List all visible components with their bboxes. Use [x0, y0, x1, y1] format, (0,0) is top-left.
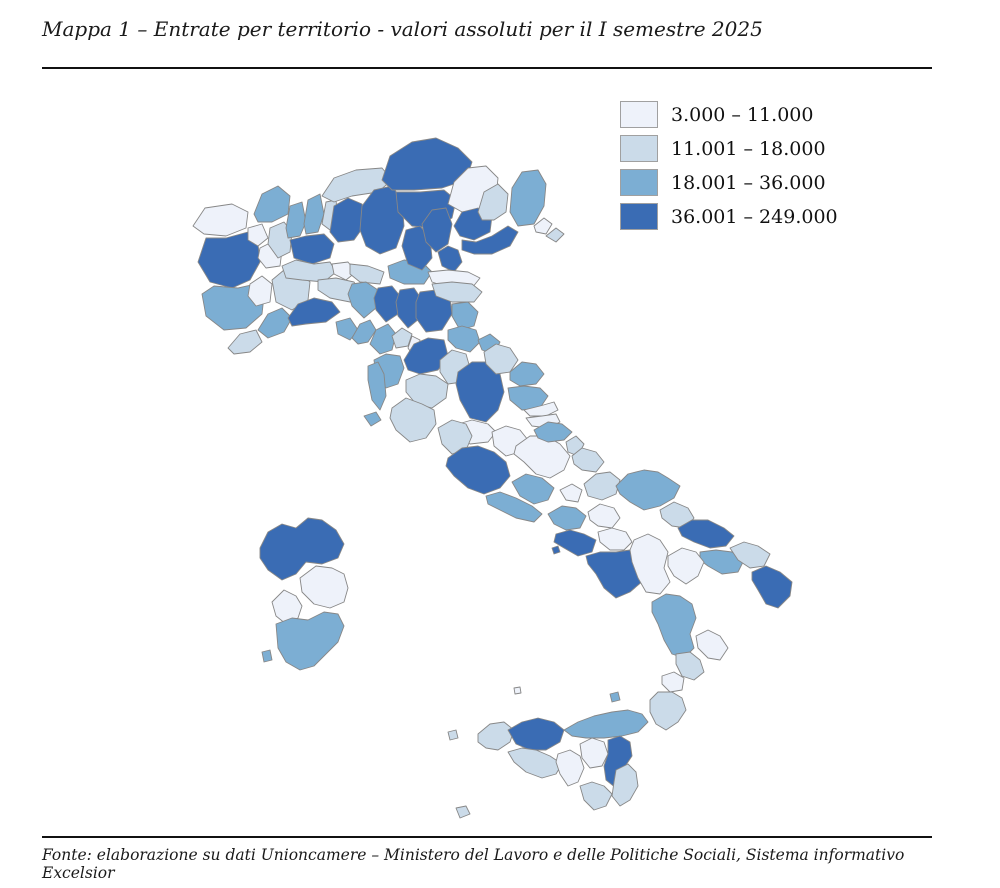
province-reggio-calabria: [649, 691, 687, 731]
figure-title: Mappa 1 – Entrate per territorio - valor…: [42, 17, 763, 41]
province-ravenna: [451, 301, 479, 331]
province-matera: [667, 547, 705, 585]
province-pesaro-urbino: [483, 343, 519, 375]
province-gorizia: [533, 217, 553, 235]
province-pantelleria: [455, 805, 471, 819]
legend-row: 11.001 – 18.000: [620, 135, 838, 162]
province-benevento: [587, 503, 621, 529]
province-isernia: [559, 483, 583, 503]
province-elba: [363, 411, 382, 427]
province-frosinone: [511, 473, 555, 505]
province-caltanissetta: [555, 749, 585, 787]
province-sassari: [259, 517, 345, 581]
province-como: [303, 193, 325, 235]
province-avellino: [597, 527, 633, 551]
province-cagliari-sud-sardegna: [275, 611, 345, 671]
province-parma: [347, 281, 379, 319]
province-palermo: [507, 717, 565, 751]
province-imperia: [227, 329, 263, 355]
province-messina: [563, 709, 649, 739]
province-genova: [287, 297, 341, 327]
province-modena: [395, 287, 423, 329]
province-venezia: [461, 225, 519, 255]
legend-label-class1: 3.000 – 11.000: [671, 103, 814, 126]
province-forli-cesena: [447, 325, 481, 353]
province-trapani: [477, 721, 515, 751]
province-milano: [289, 233, 335, 265]
province-padova: [437, 245, 463, 273]
province-brindisi: [729, 541, 771, 569]
province-siena: [405, 373, 449, 409]
province-vibo-valentia: [661, 671, 685, 693]
province-ischia-capri: [551, 545, 561, 555]
figure-source: Fonte: elaborazione su dati Unioncamere …: [42, 846, 905, 882]
province-catanzaro: [675, 651, 705, 681]
province-reggio-emilia: [373, 285, 401, 323]
province-lecce: [751, 565, 793, 609]
legend-swatch-class4: [620, 203, 658, 230]
legend-row: 18.001 – 36.000: [620, 169, 838, 196]
legend-row: 3.000 – 11.000: [620, 101, 838, 128]
province-isole-eolie: [609, 691, 621, 703]
legend-swatch-class3: [620, 169, 658, 196]
province-bari: [677, 519, 735, 549]
province-viterbo: [437, 419, 473, 455]
legend-row: 36.001 – 249.000: [620, 203, 838, 230]
province-agrigento: [507, 747, 563, 779]
province-fermo: [523, 401, 559, 417]
legend-swatch-class2: [620, 135, 658, 162]
province-crotone: [695, 629, 729, 661]
province-chieti: [571, 447, 605, 473]
legend-label-class4: 36.001 – 249.000: [671, 205, 838, 228]
province-aosta: [192, 203, 249, 237]
province-biella: [247, 223, 269, 247]
province-ancona: [509, 361, 545, 387]
legend-label-class2: 11.001 – 18.000: [671, 137, 826, 160]
province-caserta: [547, 505, 587, 531]
province-perugia: [455, 361, 505, 423]
province-bolzano: [381, 137, 473, 191]
province-pistoia: [391, 327, 413, 349]
province-siracusa: [611, 763, 639, 807]
province-asti: [247, 275, 273, 307]
province-foggia: [615, 469, 681, 511]
province-grosseto: [389, 397, 437, 443]
map-legend: 3.000 – 11.000 11.001 – 18.000 18.001 – …: [620, 101, 838, 237]
provinces-layer: [192, 137, 793, 819]
province-ferrara: [431, 281, 483, 303]
province-livorno: [367, 361, 387, 411]
province-novara: [267, 221, 293, 259]
province-napoli: [553, 529, 597, 557]
province-oristano: [271, 589, 303, 625]
province-nuoro: [299, 565, 349, 609]
province-enna: [579, 737, 609, 769]
province-cremona: [349, 263, 385, 285]
province-latina: [485, 491, 543, 523]
province-teramo: [533, 421, 573, 443]
top-rule: [42, 67, 932, 69]
province-l-aquila: [513, 435, 571, 479]
province-trieste: [545, 227, 565, 243]
province-vicenza: [421, 207, 453, 253]
province-sant-antioco: [261, 649, 273, 663]
legend-label-class3: 18.001 – 36.000: [671, 171, 826, 194]
province-campobasso: [583, 471, 621, 501]
province-egadi: [447, 729, 459, 741]
legend-swatch-class1: [620, 101, 658, 128]
province-pordenone: [477, 183, 509, 221]
province-macerata: [507, 385, 549, 411]
province-ustica: [513, 686, 522, 695]
province-potenza: [629, 533, 671, 595]
province-udine: [509, 169, 547, 227]
province-cosenza: [651, 593, 697, 659]
province-ragusa: [579, 781, 613, 811]
bottom-rule: [42, 836, 932, 838]
province-verbano-cusio-ossola: [253, 185, 291, 223]
province-savona: [257, 307, 293, 339]
province-roma: [445, 445, 511, 495]
